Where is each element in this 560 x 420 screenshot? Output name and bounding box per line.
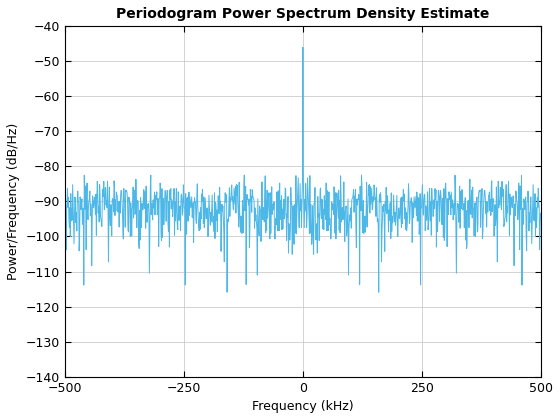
X-axis label: Frequency (kHz): Frequency (kHz) xyxy=(252,400,354,413)
Y-axis label: Power/Frequency (dB/Hz): Power/Frequency (dB/Hz) xyxy=(7,123,20,280)
Title: Periodogram Power Spectrum Density Estimate: Periodogram Power Spectrum Density Estim… xyxy=(116,7,489,21)
